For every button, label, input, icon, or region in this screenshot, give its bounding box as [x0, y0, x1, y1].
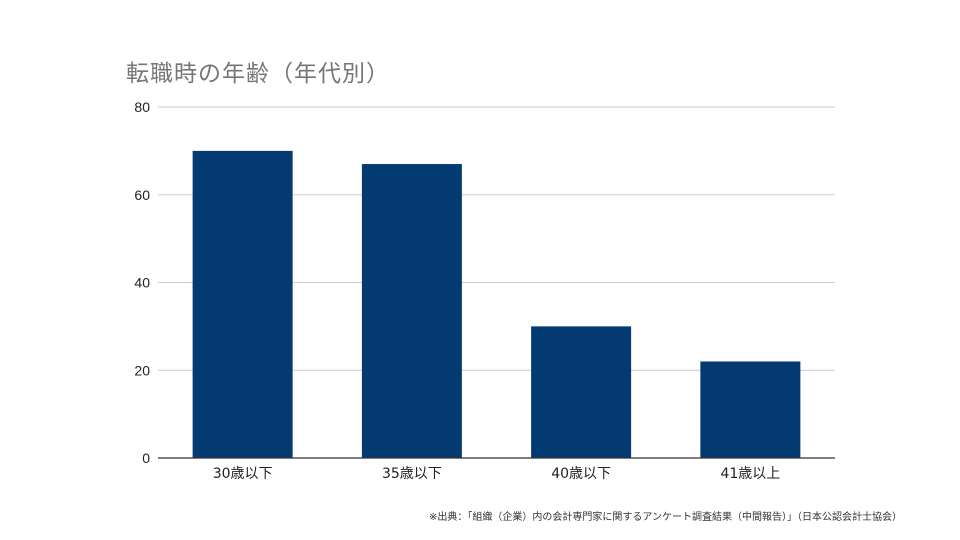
axes: 0 20 40 60 80 30歳以下 35歳以下 40歳以下 41歳以上 [134, 99, 835, 482]
bar [700, 361, 801, 458]
bar [192, 150, 293, 458]
x-category-label: 40歳以下 [551, 466, 611, 482]
x-category-label: 30歳以下 [213, 466, 273, 482]
bars [192, 150, 801, 458]
source-note: ※出典：「組織（企業）内の会計専門家に関するアンケート調査結果（中間報告）」（日… [429, 512, 902, 523]
bar [361, 164, 462, 458]
y-tick-label: 20 [134, 362, 150, 378]
y-tick-label: 0 [142, 450, 150, 466]
y-tick-label: 80 [134, 99, 150, 115]
y-tick-label: 60 [134, 187, 150, 203]
x-category-label: 41歳以上 [720, 466, 780, 482]
chart-title: 転職時の年齢（年代別） [126, 61, 390, 87]
y-tick-label: 40 [134, 275, 150, 291]
x-category-label: 35歳以下 [382, 466, 442, 482]
bar [531, 326, 632, 458]
